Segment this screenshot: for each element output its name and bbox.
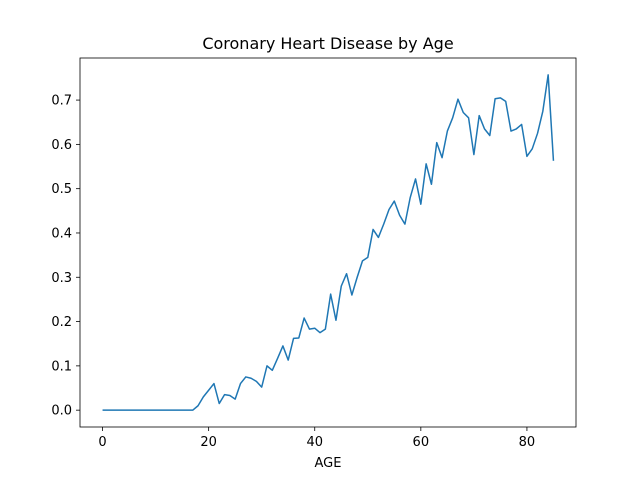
y-tick-label-0.6: 0.6 [51,138,72,153]
x-axis-label: AGE [315,456,342,471]
y-tick-label-0.1: 0.1 [51,359,72,374]
x-tick-label-0: 0 [98,435,106,450]
chart-title: Coronary Heart Disease by Age [202,34,453,53]
y-tick-label-0.7: 0.7 [51,94,72,109]
y-tick-label-0.5: 0.5 [51,182,72,197]
x-tick-label-20: 20 [200,435,217,450]
plot-area: 0 20 40 60 80 0.0 0.1 0.2 0.3 0.4 0.5 0.6 0.7 [51,57,577,450]
series-line-0 [102,74,555,411]
y-tick-label-0.0: 0.0 [51,404,72,419]
x-tick-label-60: 60 [413,435,430,450]
y-tick-label-0.4: 0.4 [51,226,72,241]
x-tick-label-40: 40 [306,435,323,450]
x-tick-label-80: 80 [519,435,536,450]
y-tick-label-0.2: 0.2 [51,315,72,330]
axes-frame [79,57,577,428]
y-tick-label-0.3: 0.3 [51,271,72,286]
